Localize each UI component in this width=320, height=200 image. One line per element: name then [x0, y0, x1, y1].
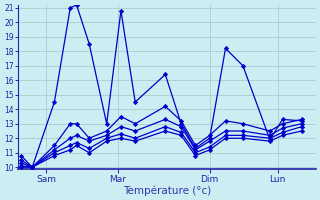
- X-axis label: Température (°c): Température (°c): [123, 185, 211, 196]
